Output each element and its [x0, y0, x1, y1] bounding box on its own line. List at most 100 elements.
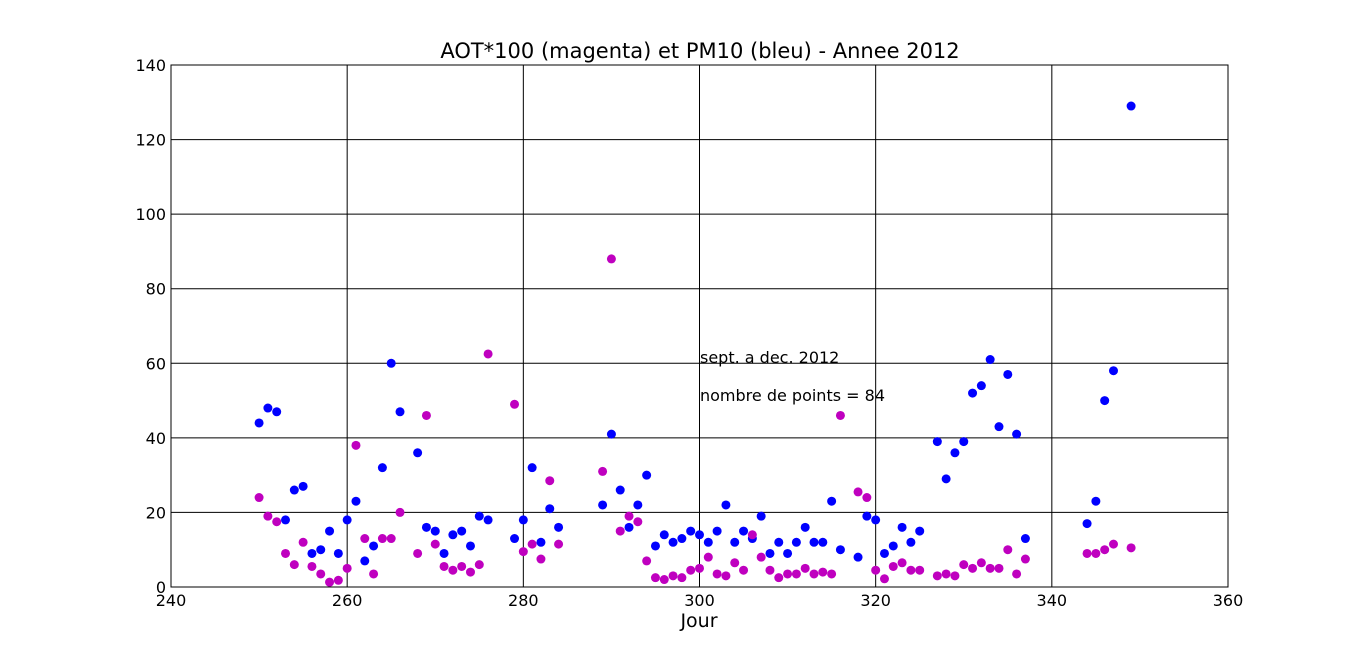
aot-point [342, 563, 352, 573]
y-tick-label: 60 [146, 354, 166, 373]
aot-point [730, 558, 740, 568]
pm10-point [536, 537, 546, 547]
pm10-point [1020, 534, 1030, 544]
pm10-point [333, 548, 343, 558]
pm10-point [289, 485, 299, 495]
pm10-point [377, 463, 387, 473]
pm10-point [298, 481, 308, 491]
aot-point [853, 487, 863, 497]
pm10-point [1108, 366, 1118, 376]
aot-point [281, 548, 291, 558]
aot-point [430, 539, 440, 549]
pm10-point [272, 407, 282, 417]
aot-point [712, 569, 722, 579]
x-tick-label: 240 [156, 591, 187, 610]
pm10-point [950, 448, 960, 458]
aot-point [897, 558, 907, 568]
aot-point [545, 476, 555, 486]
aot-point [421, 410, 431, 420]
pm10-point [413, 448, 423, 458]
pm10-point [791, 537, 801, 547]
aot-point [941, 569, 951, 579]
aot-point [1012, 569, 1022, 579]
aot-point [915, 565, 925, 575]
aot-point [827, 569, 837, 579]
plot-frame [170, 64, 1229, 588]
pm10-point [518, 515, 528, 525]
pm10-point [985, 355, 995, 365]
pm10-point [1126, 101, 1136, 111]
aot-point [272, 517, 282, 527]
aot-point [624, 511, 634, 521]
aot-point [747, 530, 757, 540]
aot-point [518, 547, 528, 557]
aot-point [968, 563, 978, 573]
pm10-point [721, 500, 731, 510]
pm10-point [421, 522, 431, 532]
pm10-point [395, 407, 405, 417]
pm10-point [448, 530, 458, 540]
pm10-point [739, 526, 749, 536]
pm10-point [994, 422, 1004, 432]
pm10-point [686, 526, 696, 536]
aot-point [483, 349, 493, 359]
pm10-point [695, 530, 704, 540]
x-tick-label: 360 [1213, 591, 1244, 610]
pm10-point [659, 530, 669, 540]
pm10-point [554, 522, 564, 532]
pm10-point [871, 515, 881, 525]
aot-point [510, 399, 520, 409]
aot-point [606, 254, 616, 264]
aot-point [316, 569, 326, 579]
y-tick-label: 120 [135, 131, 166, 150]
aot-point [263, 511, 273, 521]
annotation-count: nombre de points = 84 [700, 386, 885, 405]
aot-point [756, 552, 766, 562]
aot-point [1126, 543, 1136, 553]
pm10-point [959, 437, 969, 447]
aot-point [307, 561, 317, 571]
pm10-point [703, 537, 713, 547]
pm10-point [668, 537, 678, 547]
pm10-point [281, 515, 291, 525]
aot-point [439, 561, 449, 571]
aot-point [554, 539, 564, 549]
aot-point [351, 440, 361, 450]
aot-point [879, 574, 889, 584]
aot-point [976, 558, 986, 568]
pm10-point [835, 545, 845, 555]
pm10-point [853, 552, 863, 562]
pm10-point [474, 511, 484, 521]
y-tick-label: 140 [135, 56, 166, 75]
pm10-point [1003, 369, 1013, 379]
y-tick-label: 100 [135, 205, 166, 224]
axis-ticks: 240 260 280 300 320 340 360 0 20 40 60 80 100 120 140 [135, 56, 1243, 610]
pm10-point [325, 526, 335, 536]
pm10-point [756, 511, 766, 521]
aot-point [959, 560, 969, 570]
pm10-point [615, 485, 625, 495]
aot-point [950, 571, 960, 581]
aot-point [413, 548, 423, 558]
aot-point [985, 563, 995, 573]
aot-point [818, 567, 828, 577]
pm10-point [650, 541, 660, 551]
aot-point [1091, 548, 1101, 558]
pm10-point [263, 403, 273, 413]
aot-point [686, 565, 696, 575]
aot-point [1100, 545, 1110, 555]
pm10-point [765, 548, 775, 558]
pm10-series [254, 101, 1136, 566]
aot-point [298, 537, 308, 547]
pm10-point [915, 526, 925, 536]
pm10-point [606, 429, 616, 439]
aot-point [703, 552, 713, 562]
aot-point [333, 575, 343, 585]
x-axis-label: Jour [679, 610, 717, 632]
aot-point [615, 526, 625, 536]
pm10-point [783, 548, 793, 558]
pm10-point [510, 534, 520, 544]
aot-point [448, 565, 458, 575]
annotation-period: sept. a dec. 2012 [700, 348, 839, 367]
aot-point [386, 534, 396, 544]
